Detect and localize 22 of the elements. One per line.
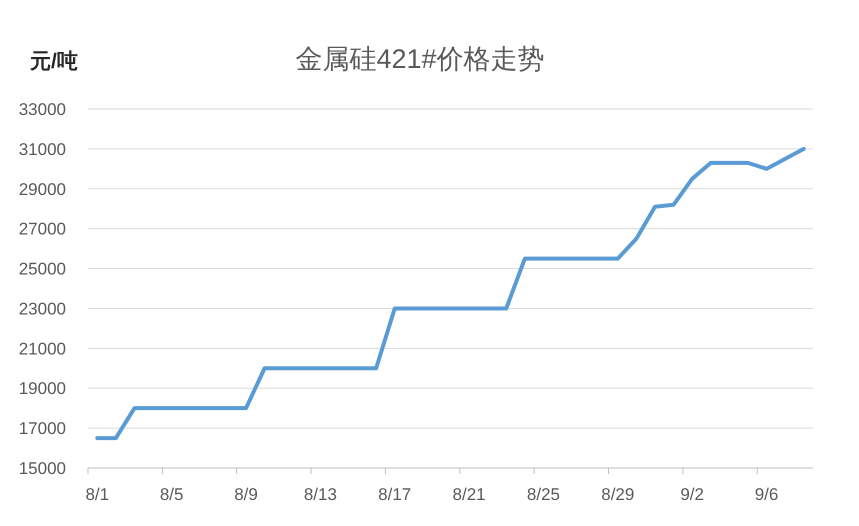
y-tick-label: 23000 (18, 299, 66, 318)
x-tick-label: 8/9 (234, 485, 258, 504)
x-tick-label: 8/5 (160, 485, 184, 504)
y-tick-label: 29000 (18, 180, 66, 199)
y-tick-label: 31000 (18, 140, 66, 159)
x-tick-label: 9/6 (754, 485, 778, 504)
y-tick-label: 17000 (18, 419, 66, 438)
y-tick-label: 25000 (18, 260, 66, 279)
y-tick-label: 27000 (18, 220, 66, 239)
x-tick-label: 8/29 (601, 485, 634, 504)
x-tick-label: 9/2 (680, 485, 704, 504)
y-tick-label: 19000 (18, 379, 66, 398)
y-tick-label: 33000 (18, 100, 66, 119)
y-tick-label: 15000 (18, 459, 66, 478)
x-tick-label: 8/17 (378, 485, 412, 504)
title: 金属硅421#价格走势 (295, 44, 545, 74)
ylabel: 元/吨 (30, 50, 78, 73)
y-tick-label: 21000 (18, 339, 66, 358)
x-tick-label: 8/25 (526, 485, 560, 504)
x-tick-label: 8/1 (85, 485, 110, 504)
x-tick-label: 8/21 (452, 485, 486, 504)
x-tick-label: 8/13 (304, 485, 337, 504)
